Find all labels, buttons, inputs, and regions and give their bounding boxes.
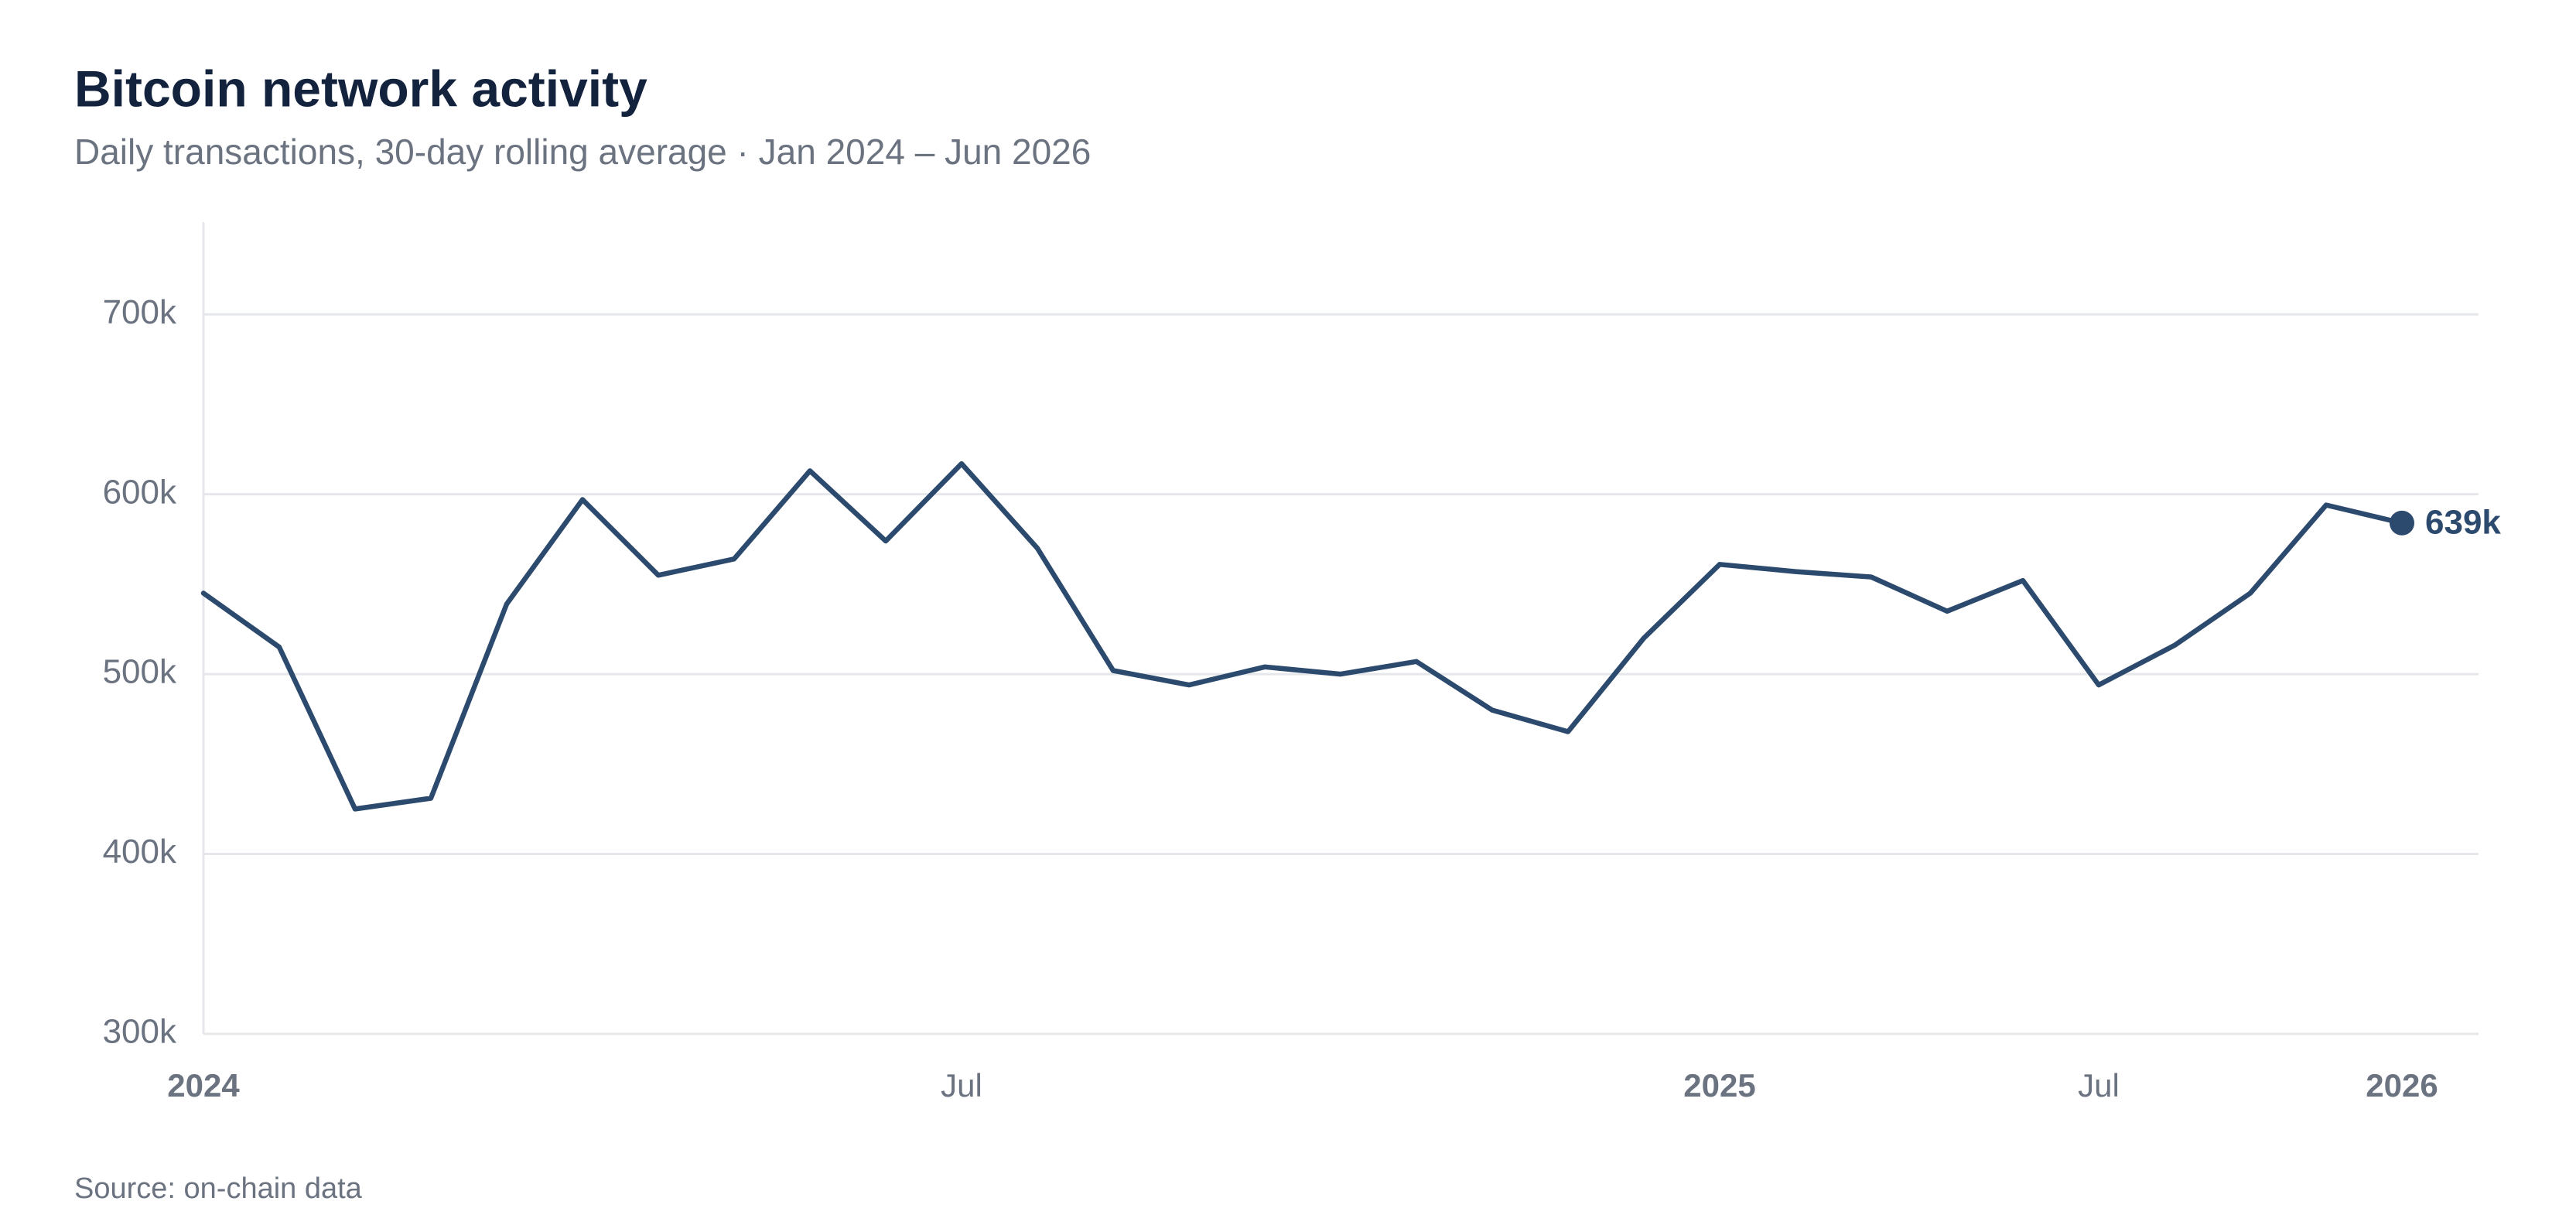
x-tick-label: Jul — [941, 1067, 982, 1104]
y-tick-label: 400k — [103, 833, 177, 871]
chart-subtitle: Daily transactions, 30-day rolling avera… — [74, 132, 1091, 172]
x-tick-label: 2025 — [1683, 1067, 1755, 1104]
y-tick-label: 600k — [103, 473, 177, 511]
y-tick-label: 500k — [103, 653, 177, 691]
x-tick-label: Jul — [2078, 1067, 2120, 1104]
y-tick-label: 700k — [103, 293, 177, 331]
end-label: 639k — [2425, 503, 2501, 541]
source-note: Source: on-chain data — [74, 1172, 363, 1205]
y-tick-label: 300k — [103, 1013, 177, 1051]
chart-title: Bitcoin network activity — [74, 60, 647, 117]
x-tick-label: 2026 — [2366, 1067, 2438, 1104]
end-point — [2390, 510, 2414, 536]
data-line — [200, 460, 2405, 812]
x-tick-label: 2024 — [167, 1067, 240, 1104]
